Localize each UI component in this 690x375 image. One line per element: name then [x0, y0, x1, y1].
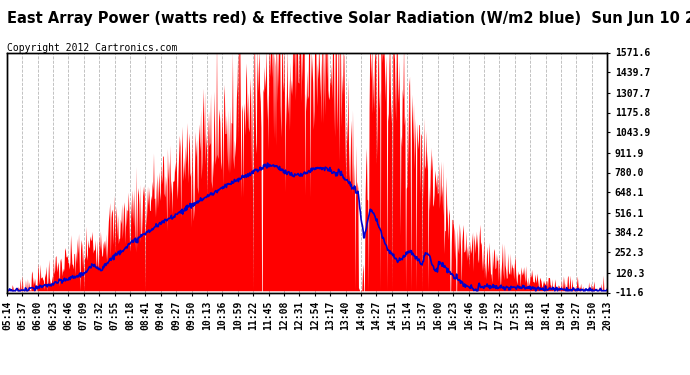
- Text: East Array Power (watts red) & Effective Solar Radiation (W/m2 blue)  Sun Jun 10: East Array Power (watts red) & Effective…: [7, 11, 690, 26]
- Text: Copyright 2012 Cartronics.com: Copyright 2012 Cartronics.com: [7, 43, 177, 53]
